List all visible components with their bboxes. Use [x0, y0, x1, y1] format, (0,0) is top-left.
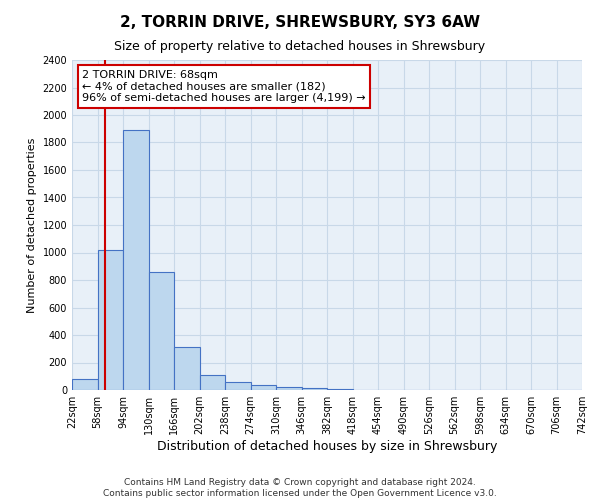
Bar — [174, 346, 199, 390]
Text: Contains HM Land Registry data © Crown copyright and database right 2024.
Contai: Contains HM Land Registry data © Crown c… — [103, 478, 497, 498]
Bar — [123, 130, 149, 390]
Bar — [199, 375, 225, 390]
Bar — [276, 386, 302, 390]
Bar — [72, 379, 97, 390]
Bar — [302, 388, 327, 390]
Text: 2, TORRIN DRIVE, SHREWSBURY, SY3 6AW: 2, TORRIN DRIVE, SHREWSBURY, SY3 6AW — [120, 15, 480, 30]
Text: 2 TORRIN DRIVE: 68sqm
← 4% of detached houses are smaller (182)
96% of semi-deta: 2 TORRIN DRIVE: 68sqm ← 4% of detached h… — [82, 70, 366, 103]
Bar — [225, 382, 251, 390]
Y-axis label: Number of detached properties: Number of detached properties — [27, 138, 37, 312]
Bar — [251, 384, 276, 390]
Text: Size of property relative to detached houses in Shrewsbury: Size of property relative to detached ho… — [115, 40, 485, 53]
Bar — [149, 272, 174, 390]
Bar — [327, 389, 353, 390]
Bar — [97, 250, 123, 390]
X-axis label: Distribution of detached houses by size in Shrewsbury: Distribution of detached houses by size … — [157, 440, 497, 453]
